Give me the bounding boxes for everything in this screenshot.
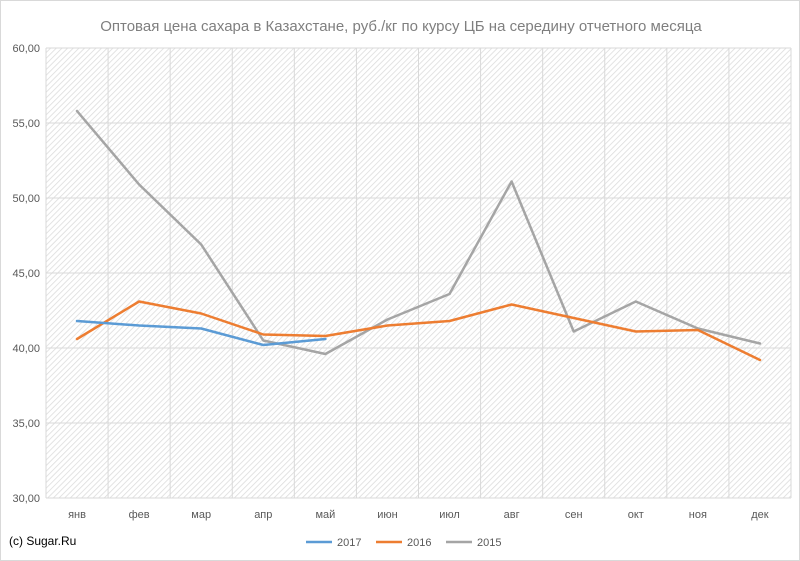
source-credit: (c) Sugar.Ru (9, 534, 77, 548)
x-tick-label: авг (504, 509, 520, 521)
x-axis-ticks: янв фев мар апр май июн июл авг сен окт ноя дек (68, 509, 769, 521)
y-axis-ticks: 30,00 35,00 40,00 45,00 50,00 55,00 60,00 (12, 43, 40, 505)
series-line-2016 (75, 300, 762, 362)
y-tick-label: 45,00 (12, 268, 40, 280)
y-tick-label: 50,00 (12, 193, 40, 205)
y-tick-label: 40,00 (12, 343, 40, 355)
x-tick-label: окт (628, 509, 644, 521)
y-tick-label: 35,00 (12, 418, 40, 430)
chart-title: Оптовая цена сахара в Казахстане, руб./к… (100, 18, 702, 35)
x-tick-label: апр (254, 509, 272, 521)
series-line-2015 (75, 109, 762, 356)
x-tick-label: май (315, 509, 335, 521)
x-tick-label: фев (129, 509, 150, 521)
legend-label-2015: 2015 (477, 537, 501, 549)
series-line-2017 (75, 319, 327, 347)
x-tick-label: ноя (689, 509, 707, 521)
series-lines (75, 109, 762, 362)
legend: 2017 2016 2015 (306, 537, 501, 549)
x-tick-label: июл (439, 509, 460, 521)
x-tick-label: янв (68, 509, 86, 521)
gridlines (45, 47, 792, 499)
x-tick-label: дек (751, 509, 769, 521)
legend-label-2017: 2017 (337, 537, 361, 549)
x-tick-label: мар (191, 509, 211, 521)
y-tick-label: 55,00 (12, 118, 40, 130)
y-tick-label: 30,00 (12, 493, 40, 505)
x-tick-label: сен (565, 509, 583, 521)
legend-label-2016: 2016 (407, 537, 431, 549)
x-tick-label: июн (377, 509, 397, 521)
y-tick-label: 60,00 (12, 43, 40, 55)
